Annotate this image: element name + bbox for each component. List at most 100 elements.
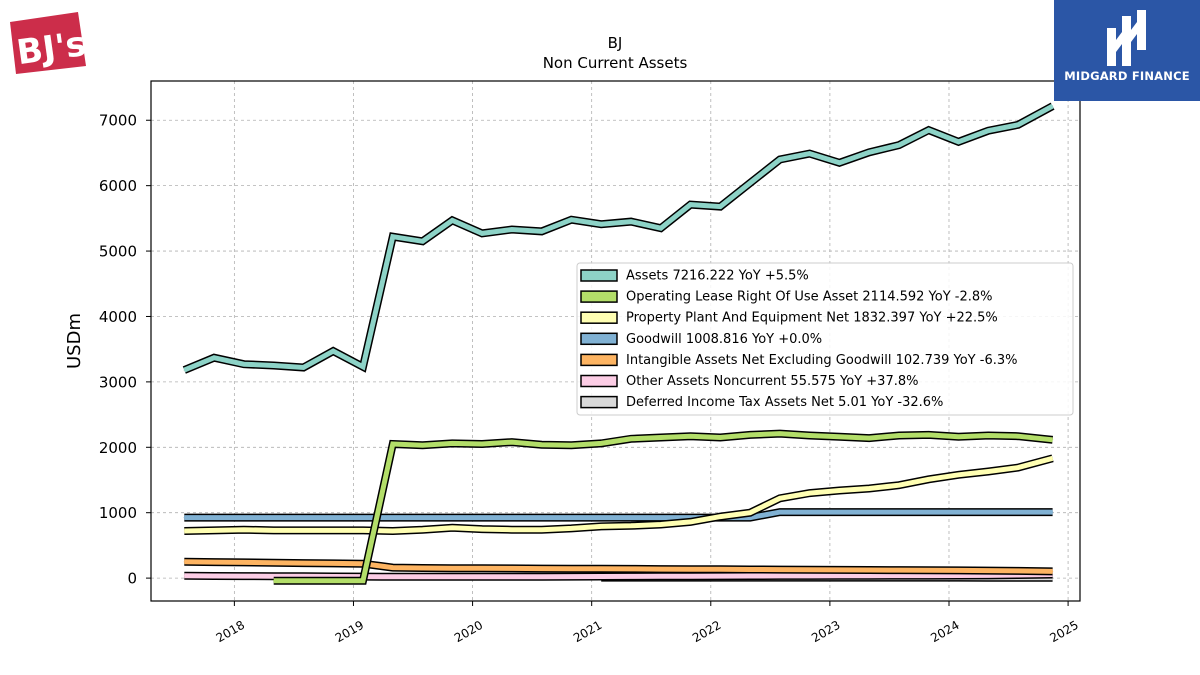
data-point — [302, 575, 305, 577]
data-point — [332, 529, 334, 532]
data-point — [273, 580, 275, 582]
data-point — [392, 530, 394, 532]
data-point — [719, 575, 721, 577]
data-point — [749, 434, 751, 436]
y-tick-label: 2000 — [99, 439, 137, 457]
data-point — [243, 363, 245, 365]
data-point — [957, 141, 960, 143]
data-point — [451, 527, 453, 529]
data-point — [451, 219, 453, 221]
y-tick-label: 5000 — [99, 243, 137, 261]
data-point — [898, 484, 900, 486]
legend-swatch — [580, 332, 618, 346]
data-point — [779, 511, 781, 513]
data-point — [511, 228, 513, 231]
x-tick-label: 2022 — [690, 618, 723, 645]
x-tick-label: 2025 — [1047, 618, 1080, 645]
data-point — [987, 511, 989, 513]
data-point — [332, 350, 334, 352]
data-point — [511, 529, 513, 531]
data-point — [809, 569, 811, 571]
data-point — [898, 144, 900, 146]
data-point — [362, 517, 364, 519]
data-point — [451, 442, 453, 444]
legend-box — [576, 262, 1074, 416]
data-point — [809, 492, 811, 494]
data-point — [422, 576, 424, 578]
data-point — [809, 434, 811, 437]
data-point — [928, 511, 930, 513]
data-point — [481, 517, 483, 519]
data-point — [928, 569, 930, 571]
data-point — [957, 436, 960, 438]
data-point — [1017, 511, 1019, 513]
series-line — [183, 103, 1054, 373]
data-point — [779, 497, 781, 499]
data-point — [600, 525, 602, 528]
data-point — [957, 474, 960, 476]
data-point — [660, 227, 662, 229]
series-line — [184, 455, 1054, 534]
data-point — [481, 443, 483, 445]
data-point — [779, 433, 781, 435]
data-point — [213, 357, 215, 359]
series-property-plant-and-equipment-net — [183, 454, 1054, 536]
data-point — [689, 521, 692, 523]
data-point — [868, 569, 870, 571]
data-point — [868, 151, 870, 153]
chart-subtitle: Non Current Assets — [543, 54, 688, 72]
legend-label: Property Plant And Equipment Net 1832.39… — [626, 311, 998, 326]
data-point — [987, 130, 989, 132]
data-point — [630, 221, 632, 223]
data-point — [749, 568, 751, 571]
data-point — [630, 525, 632, 527]
data-point — [332, 580, 334, 582]
series-line — [184, 509, 1053, 521]
data-point — [541, 517, 543, 519]
data-point — [1017, 435, 1019, 437]
data-point — [213, 529, 215, 532]
data-point — [243, 529, 245, 531]
data-point — [630, 438, 632, 440]
data-point — [868, 575, 870, 577]
x-tick-label: 2021 — [571, 618, 604, 645]
data-point — [689, 435, 692, 437]
data-point — [570, 444, 573, 446]
data-point — [511, 517, 513, 519]
data-point — [987, 574, 989, 577]
data-point — [302, 529, 305, 532]
data-point — [362, 580, 364, 582]
data-point — [868, 487, 870, 490]
data-point — [481, 567, 483, 569]
data-point — [987, 434, 989, 437]
data-point — [541, 529, 543, 531]
data-point — [392, 236, 394, 238]
data-point — [689, 575, 692, 577]
data-point — [838, 569, 841, 571]
data-point — [362, 366, 364, 368]
data-point — [660, 575, 662, 577]
data-point — [422, 529, 424, 531]
data-point — [660, 517, 662, 519]
data-point — [868, 437, 870, 439]
data-point — [838, 575, 841, 577]
midgard-emblem-icon — [1107, 10, 1146, 66]
y-axis-label: USDm — [64, 313, 85, 369]
data-point — [511, 441, 513, 443]
data-point — [1017, 124, 1019, 126]
y-tick-label: 7000 — [99, 112, 137, 130]
data-point — [392, 576, 394, 578]
series-lines — [182, 102, 1055, 585]
data-point — [451, 517, 453, 519]
data-point — [183, 561, 185, 563]
y-tick-label: 1000 — [99, 504, 137, 522]
chart-title: BJ — [608, 34, 623, 52]
data-point — [451, 576, 453, 578]
series-assets — [182, 102, 1055, 374]
legend-swatch — [580, 374, 618, 388]
data-point — [838, 489, 841, 492]
data-point — [1052, 457, 1054, 459]
data-point — [302, 580, 305, 582]
data-point — [630, 575, 632, 578]
